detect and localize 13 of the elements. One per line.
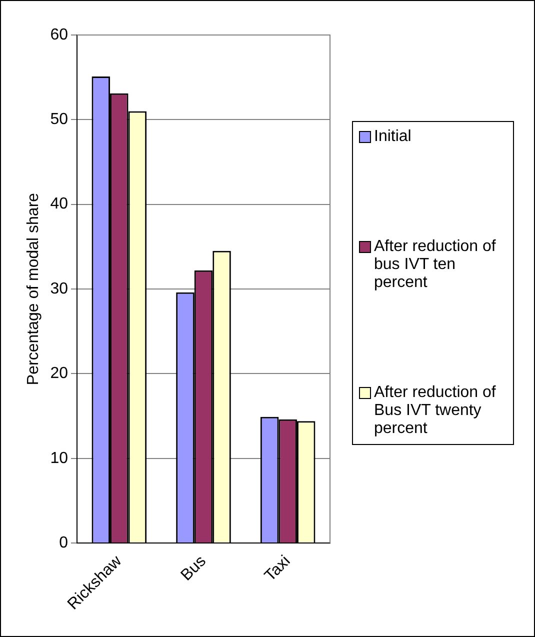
y-tick-label: 40 xyxy=(50,196,68,213)
legend-label: Initial xyxy=(374,128,412,146)
y-tick-label: 30 xyxy=(50,280,68,298)
x-tick-label: Taxi xyxy=(262,552,294,585)
y-axis-title: Percentage of modal share xyxy=(25,192,42,386)
legend-label: After reduction of Bus IVT twenty percent xyxy=(374,384,497,438)
y-tick-label: 0 xyxy=(59,534,68,552)
y-tick-label: 10 xyxy=(50,450,68,467)
y-tick-label: 60 xyxy=(50,26,68,44)
y-tick-label: 20 xyxy=(50,365,68,382)
legend-label: After reduction of bus IVT ten percent xyxy=(374,238,497,292)
y-tick-label: 50 xyxy=(50,111,68,128)
x-tick-label: Bus xyxy=(178,552,210,584)
